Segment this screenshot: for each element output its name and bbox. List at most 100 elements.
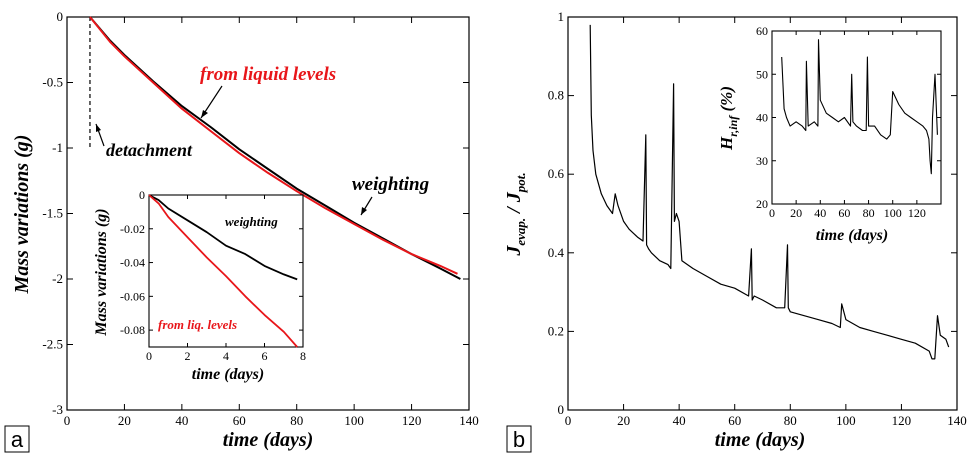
panel-b-x-tick-label: 140 bbox=[947, 413, 967, 428]
panel-a-y-tick-label: -2 bbox=[52, 271, 63, 286]
panel-b-y-tick-label: 0.2 bbox=[548, 323, 564, 338]
panel-a-inset-x-tick-label: 2 bbox=[185, 349, 191, 363]
panel-a-y-ticks: -3 -2.5 -2 -1.5 -1 -0.5 0 bbox=[42, 9, 469, 417]
panel-b-inset-y-label-main: H bbox=[717, 136, 736, 151]
panel-b-y-label-main: J bbox=[503, 245, 525, 257]
panel-a-x-tick-label: 100 bbox=[344, 413, 364, 428]
panel-b-x-tick-label: 20 bbox=[617, 413, 630, 428]
arrowhead-detachment bbox=[96, 124, 101, 132]
panel-a-x-tick-label: 140 bbox=[459, 413, 479, 428]
panel-b-inset-x-axis-label: time (days) bbox=[816, 227, 888, 244]
panel-b-inset-y-tick-label: 50 bbox=[756, 67, 768, 81]
panel-b-label: b bbox=[513, 427, 525, 452]
panel-a-y-tick-label: 0 bbox=[57, 9, 64, 24]
annotation-detachment: detachment bbox=[106, 140, 193, 160]
panel-a-inset-y-tick-label: -0.06 bbox=[120, 289, 145, 303]
panel-a-inset-x-ticks: 0 2 4 6 8 bbox=[146, 195, 306, 363]
panel-b-series-line-0 bbox=[589, 24, 950, 360]
annotation-from-liquid-levels: from liquid levels bbox=[200, 64, 336, 85]
panel-a-x-tick-label: 120 bbox=[402, 413, 422, 428]
panel-b-inset-x-tick-label: 120 bbox=[908, 206, 926, 220]
panel-b-inset-series-line-0 bbox=[781, 39, 938, 175]
panel-b-inset-y-label-unit: (%) bbox=[717, 86, 736, 116]
panel-b-inset-x-tick-label: 20 bbox=[790, 206, 802, 220]
panel-a-y-tick-label: -1 bbox=[52, 140, 63, 155]
panel-a-series-line-from-liquid-levels bbox=[89, 16, 458, 275]
panel-a-inset-y-tick-label: 0 bbox=[139, 188, 145, 202]
panel-a-inset-x-tick-label: 6 bbox=[262, 349, 268, 363]
panel-b-y-label-sep: / J bbox=[503, 191, 525, 218]
panel-b-inset-x-tick-label: 60 bbox=[838, 206, 850, 220]
panel-b-y-label-sub2: pot. bbox=[513, 172, 528, 193]
panel-b-y-label-sub1: evap. bbox=[513, 218, 528, 246]
panel-a-inset-x-tick-label: 0 bbox=[146, 349, 152, 363]
panel-b-inset-x-tick-label: 100 bbox=[884, 206, 902, 220]
panel-a-x-axis-label: time (days) bbox=[223, 429, 314, 451]
panel-a-inset-y-tick-label: -0.04 bbox=[120, 256, 145, 270]
panel-a-inset-x-tick-label: 4 bbox=[223, 349, 229, 363]
panel-a-label: a bbox=[11, 427, 24, 452]
panel-a-series bbox=[89, 16, 461, 280]
panel-b-inset-x-tick-label: 40 bbox=[814, 206, 826, 220]
panel-b-y-tick-label: 0.4 bbox=[548, 245, 565, 260]
panel-a-inset-x-tick-label: 8 bbox=[300, 349, 306, 363]
panel-a-inset-y-ticks: -0.08 -0.06 -0.04 -0.02 0 bbox=[120, 188, 303, 337]
panel-a-inset-series-line-weighting bbox=[148, 194, 298, 281]
panel-b-inset-y-axis-label: Hr,inf (%) bbox=[717, 86, 740, 151]
panel-a-y-tick-label: -2.5 bbox=[42, 337, 63, 352]
arrowhead-from-liquid-levels bbox=[201, 110, 208, 118]
panel-b-x-tick-label: 80 bbox=[784, 413, 797, 428]
panel-b-inset-x-tick-label: 80 bbox=[863, 206, 875, 220]
inset-annotation-weighting: weighting bbox=[225, 214, 278, 229]
panel-a-inset-y-axis-label: Mass variations (g) bbox=[93, 208, 110, 336]
panel-b-inset-y-tick-label: 20 bbox=[756, 197, 768, 211]
panel-b-inset-x-tick-label: 0 bbox=[769, 206, 775, 220]
panel-a-inset-y-tick-label: -0.02 bbox=[120, 222, 145, 236]
panel-a-inset-series-line-from-liq-levels bbox=[148, 194, 298, 348]
panel-b-inset-y-label-sub: r,inf bbox=[726, 115, 740, 137]
panel-b-inset-y-ticks: 20 30 40 50 60 bbox=[756, 24, 941, 211]
panel-b-x-tick-label: 100 bbox=[836, 413, 856, 428]
panel-a-x-tick-label: 60 bbox=[233, 413, 246, 428]
panel-b-x-ticks: 0 20 40 60 80 100 120 140 bbox=[565, 17, 967, 428]
panel-a-inset-y-tick-label: -0.08 bbox=[120, 323, 145, 337]
panel-b-frame bbox=[567, 16, 958, 411]
panel-b-label-box bbox=[506, 425, 532, 453]
panel-b-y-tick-label: 1 bbox=[558, 9, 565, 24]
panel-b-x-tick-label: 40 bbox=[673, 413, 686, 428]
panel-a: 0 20 40 60 80 100 120 140 -3-2.5-2-1.5-1-0.50 t… bbox=[4, 9, 479, 453]
annotation-weighting: weighting bbox=[352, 174, 429, 195]
panel-b-inset-series bbox=[781, 39, 938, 175]
panel-b: 0 20 40 60 80 100 120 140 00.20.40.60.81 time (… bbox=[503, 9, 967, 453]
inset-annotation-from-liq-levels: from liq. levels bbox=[158, 317, 237, 332]
panel-b-inset-x-ticks: 0 20 40 60 80 100 120 bbox=[769, 31, 926, 220]
panel-b-x-tick-label: 120 bbox=[892, 413, 912, 428]
panel-b-inset-y-tick-label: 40 bbox=[756, 111, 768, 125]
panel-a-y-axis-label: Mass variations (g) bbox=[11, 135, 33, 295]
panel-a-inset-x-axis-label: time (days) bbox=[192, 366, 264, 383]
panel-a-x-ticks: 0 20 40 60 80 100 120 140 bbox=[64, 17, 479, 428]
arrowhead-weighting bbox=[361, 207, 367, 215]
panel-a-x-tick-label: 80 bbox=[290, 413, 303, 428]
panel-b-x-axis-label: time (days) bbox=[715, 429, 806, 451]
panel-b-series bbox=[589, 24, 950, 360]
panel-b-y-tick-label: 0.8 bbox=[548, 88, 564, 103]
panel-b-y-tick-label: 0.6 bbox=[548, 166, 565, 181]
panel-b-inset-y-tick-label: 60 bbox=[756, 24, 768, 38]
panel-a-y-tick-label: -3 bbox=[52, 402, 63, 417]
panel-a-x-tick-label: 40 bbox=[175, 413, 188, 428]
panel-b-y-tick-label: 0 bbox=[558, 402, 565, 417]
panel-a-x-tick-label: 0 bbox=[64, 413, 71, 428]
panel-b-y-axis-label: Jevap. / Jpot. bbox=[503, 172, 528, 256]
panel-a-label-box bbox=[4, 425, 30, 453]
panel-b-inset-y-tick-label: 30 bbox=[756, 154, 768, 168]
panel-b-y-ticks: 0 0.2 0.4 0.6 0.8 1 bbox=[548, 9, 957, 417]
panel-b-x-tick-label: 0 bbox=[565, 413, 572, 428]
panel-a-y-tick-label: -1.5 bbox=[42, 206, 63, 221]
panel-a-y-tick-label: -0.5 bbox=[42, 75, 63, 90]
panel-b-x-tick-label: 60 bbox=[728, 413, 741, 428]
panel-b-inset-frame bbox=[771, 30, 942, 205]
